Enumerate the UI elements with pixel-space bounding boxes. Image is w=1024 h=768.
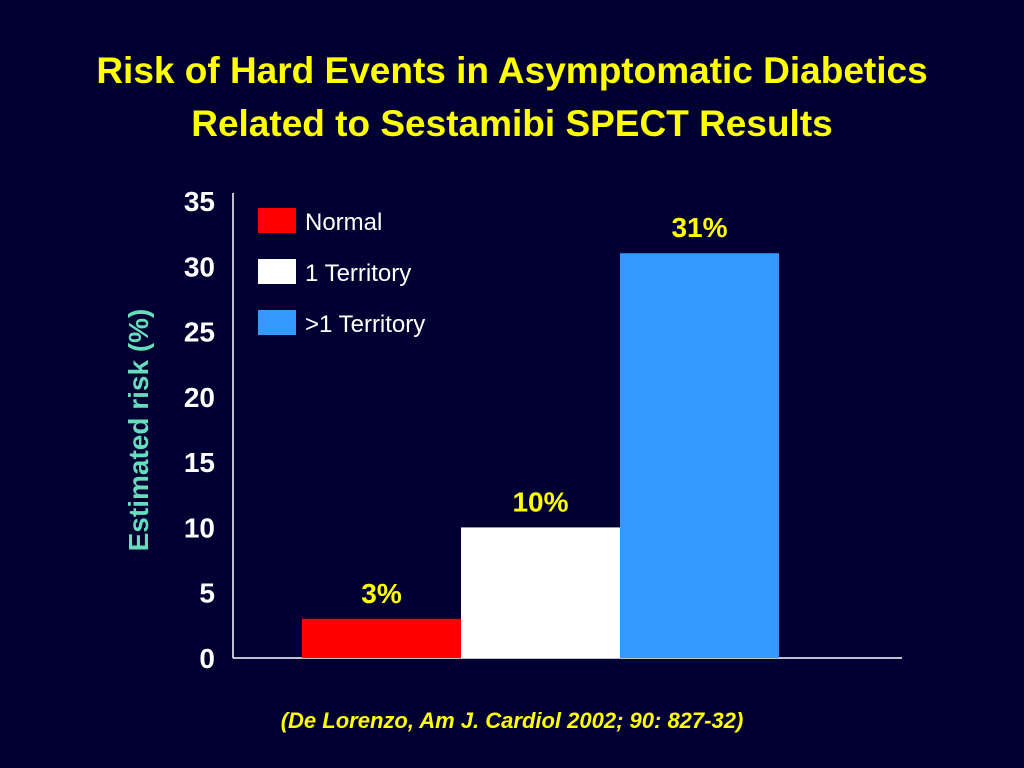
y-tick-label: 10 [184, 512, 215, 543]
legend-label: Normal [305, 209, 382, 236]
y-tick-label: 15 [184, 447, 215, 478]
chart-title-line-2: Related to Sestamibi SPECT Results [191, 103, 833, 144]
legend-label: 1 Territory [305, 260, 411, 287]
legend-swatch [258, 208, 296, 233]
data-label: 3% [361, 578, 402, 609]
bar-1-territory [461, 527, 620, 658]
y-tick-label: 30 [184, 251, 215, 282]
y-tick-label: 0 [199, 643, 215, 674]
citation: (De Lorenzo, Am J. Cardiol 2002; 90: 827… [280, 708, 744, 733]
bar-normal [302, 618, 461, 658]
legend-swatch [258, 310, 296, 335]
data-label: 31% [671, 212, 727, 243]
y-tick-label: 20 [184, 382, 215, 413]
y-tick-label: 35 [184, 186, 215, 217]
y-axis-label: Estimated risk (%) [123, 309, 154, 552]
y-tick-label: 25 [184, 317, 215, 348]
data-label: 10% [512, 486, 568, 517]
y-tick-label: 5 [199, 578, 215, 609]
legend-label: >1 Territory [305, 311, 425, 338]
chart-title-line-1: Risk of Hard Events in Asymptomatic Diab… [96, 50, 928, 91]
legend-swatch [258, 259, 296, 284]
bar--1-territory [620, 253, 779, 658]
